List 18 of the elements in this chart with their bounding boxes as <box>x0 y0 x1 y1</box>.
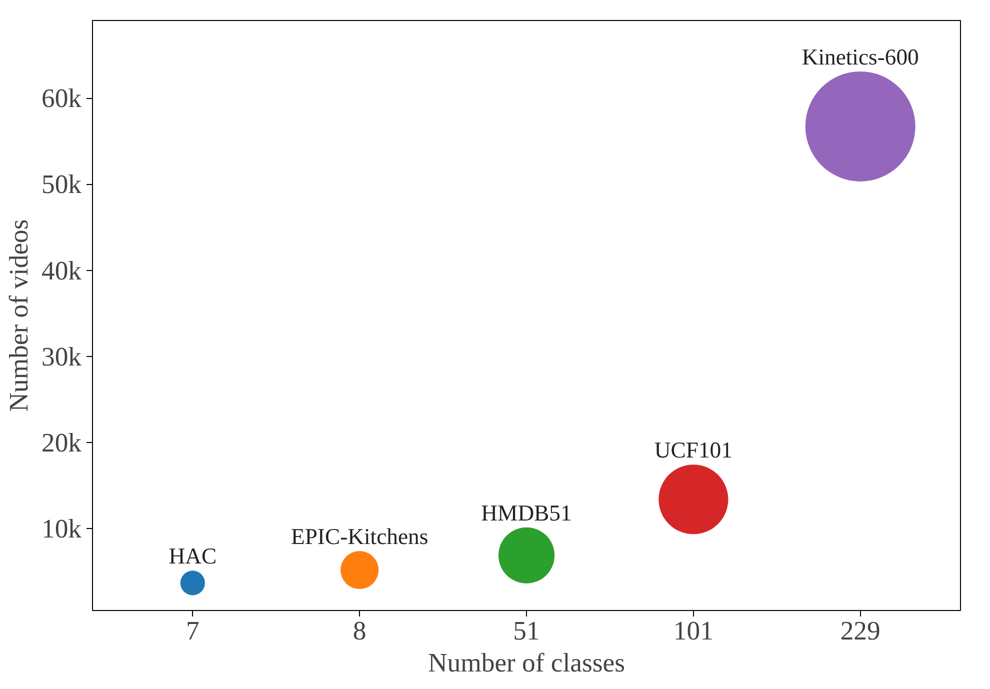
y-tick-label: 20k <box>42 428 82 458</box>
annotation: EPIC-Kitchens <box>290 524 428 549</box>
y-tick-label: 10k <box>42 514 82 544</box>
y-tick-label: 60k <box>42 83 82 114</box>
x-tick-label: 229 <box>840 616 880 646</box>
x-tick-label: 8 <box>352 616 366 646</box>
y-tick-label: 40k <box>42 255 82 286</box>
x-tick-label: 51 <box>513 616 540 646</box>
annotation: HMDB51 <box>481 500 572 526</box>
x-tick-label: 7 <box>186 616 200 646</box>
annotation: UCF101 <box>654 438 732 463</box>
annotation: Kinetics-600 <box>802 44 919 70</box>
y-axis-title: Number of videos <box>4 219 34 412</box>
x-tick-label: 101 <box>673 616 714 646</box>
annotation: HAC <box>168 544 217 569</box>
y-tick-label: 30k <box>42 341 82 372</box>
y-tick-label: 50k <box>42 169 82 200</box>
x-axis-title: Number of classes <box>428 648 625 678</box>
